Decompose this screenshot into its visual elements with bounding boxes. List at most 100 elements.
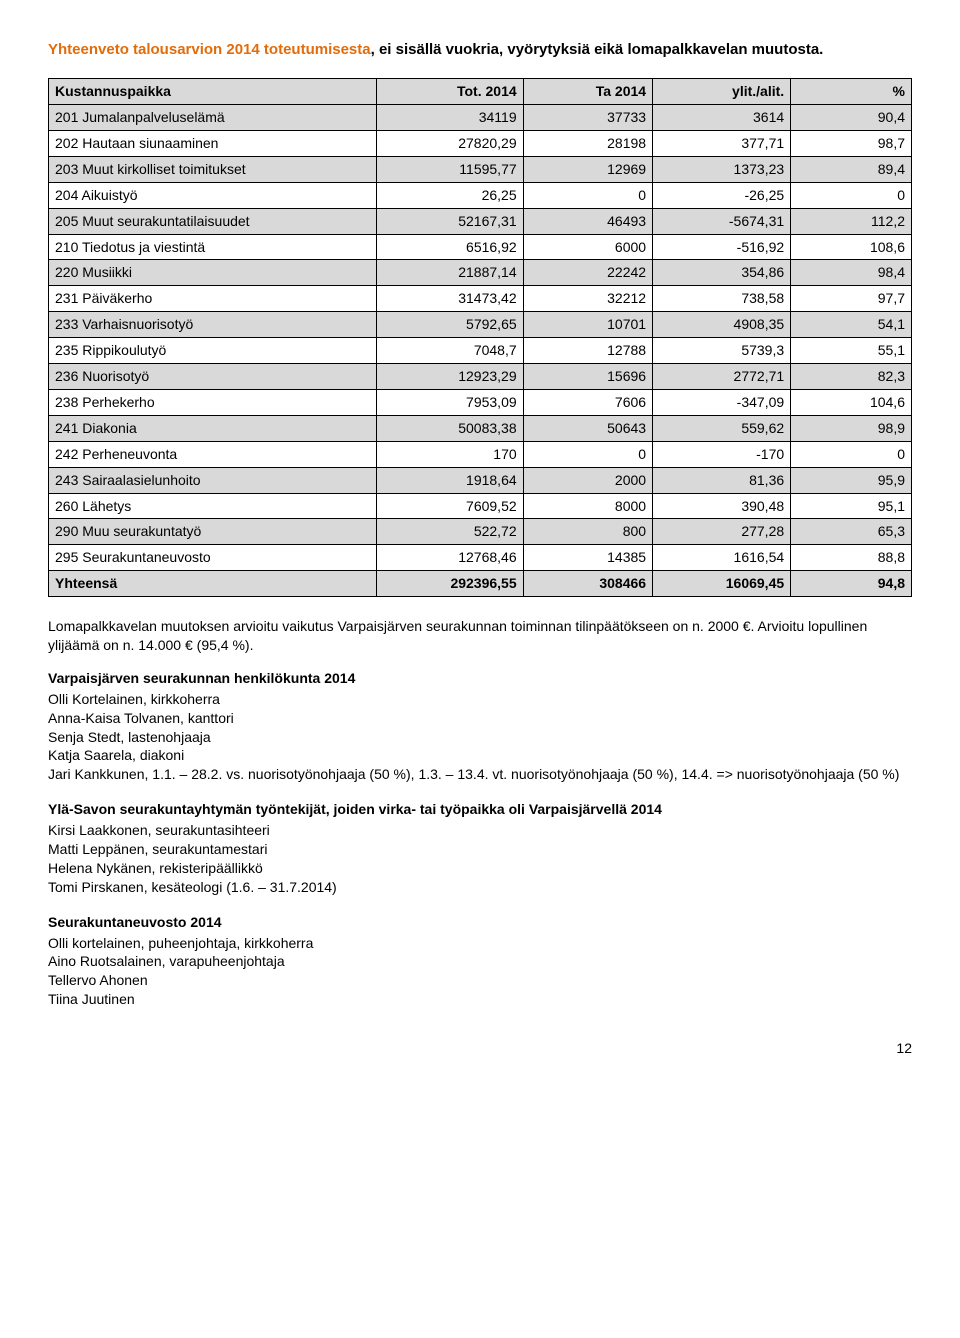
table-row: 233 Varhaisnuorisotyö5792,65107014908,35… bbox=[49, 312, 912, 338]
document-title: Yhteenveto talousarvion 2014 toteutumise… bbox=[48, 40, 912, 60]
table-cell: 277,28 bbox=[653, 519, 791, 545]
table-cell: 390,48 bbox=[653, 493, 791, 519]
table-cell: 55,1 bbox=[791, 338, 912, 364]
table-header-cell: Tot. 2014 bbox=[376, 79, 523, 105]
table-total-row: Yhteensä292396,5530846616069,4594,8 bbox=[49, 571, 912, 597]
staff-block: Varpaisjärven seurakunnan henkilökunta 2… bbox=[48, 669, 912, 784]
table-total-cell: 308466 bbox=[523, 571, 652, 597]
table-row: 241 Diakonia50083,3850643559,6298,9 bbox=[49, 415, 912, 441]
budget-table: KustannuspaikkaTot. 2014Ta 2014ylit./ali… bbox=[48, 78, 912, 597]
table-row: 242 Perheneuvonta1700-1700 bbox=[49, 441, 912, 467]
table-cell: 233 Varhaisnuorisotyö bbox=[49, 312, 377, 338]
table-row: 210 Tiedotus ja viestintä6516,926000-516… bbox=[49, 234, 912, 260]
table-cell: 12788 bbox=[523, 338, 652, 364]
table-total-cell: Yhteensä bbox=[49, 571, 377, 597]
neuvosto-block: Seurakuntaneuvosto 2014 Olli kortelainen… bbox=[48, 913, 912, 1009]
table-cell: 800 bbox=[523, 519, 652, 545]
ylasavo-line: Kirsi Laakkonen, seurakuntasihteeri bbox=[48, 821, 912, 840]
table-cell: 6000 bbox=[523, 234, 652, 260]
table-cell: 220 Musiikki bbox=[49, 260, 377, 286]
table-cell: -26,25 bbox=[653, 182, 791, 208]
table-row: 202 Hautaan siunaaminen27820,2928198377,… bbox=[49, 131, 912, 157]
table-row: 231 Päiväkerho31473,4232212738,5897,7 bbox=[49, 286, 912, 312]
table-row: 260 Lähetys7609,528000390,4895,1 bbox=[49, 493, 912, 519]
staff-line: Senja Stedt, lastenohjaaja bbox=[48, 728, 912, 747]
table-cell: -170 bbox=[653, 441, 791, 467]
table-cell: 95,1 bbox=[791, 493, 912, 519]
table-header-row: KustannuspaikkaTot. 2014Ta 2014ylit./ali… bbox=[49, 79, 912, 105]
table-cell: 6516,92 bbox=[376, 234, 523, 260]
ylasavo-line: Matti Leppänen, seurakuntamestari bbox=[48, 840, 912, 859]
table-cell: 32212 bbox=[523, 286, 652, 312]
table-cell: 14385 bbox=[523, 545, 652, 571]
table-row: 235 Rippikoulutyö7048,7127885739,355,1 bbox=[49, 338, 912, 364]
table-cell: 12923,29 bbox=[376, 364, 523, 390]
table-cell: 108,6 bbox=[791, 234, 912, 260]
table-cell: 10701 bbox=[523, 312, 652, 338]
table-cell: 0 bbox=[523, 441, 652, 467]
table-cell: 22242 bbox=[523, 260, 652, 286]
table-header-cell: % bbox=[791, 79, 912, 105]
neuvosto-line: Tellervo Ahonen bbox=[48, 971, 912, 990]
table-row: 204 Aikuistyö26,250-26,250 bbox=[49, 182, 912, 208]
table-cell: 82,3 bbox=[791, 364, 912, 390]
table-row: 243 Sairaalasielunhoito1918,64200081,369… bbox=[49, 467, 912, 493]
table-cell: 202 Hautaan siunaaminen bbox=[49, 131, 377, 157]
table-cell: 7953,09 bbox=[376, 389, 523, 415]
table-cell: 0 bbox=[791, 441, 912, 467]
table-total-cell: 16069,45 bbox=[653, 571, 791, 597]
table-cell: -347,09 bbox=[653, 389, 791, 415]
table-cell: 98,4 bbox=[791, 260, 912, 286]
table-cell: 54,1 bbox=[791, 312, 912, 338]
table-cell: 522,72 bbox=[376, 519, 523, 545]
table-cell: 738,58 bbox=[653, 286, 791, 312]
table-header-cell: ylit./alit. bbox=[653, 79, 791, 105]
table-row: 290 Muu seurakuntatyö522,72800277,2865,3 bbox=[49, 519, 912, 545]
neuvosto-line: Olli kortelainen, puheenjohtaja, kirkkoh… bbox=[48, 934, 912, 953]
table-cell: 377,71 bbox=[653, 131, 791, 157]
table-row: 203 Muut kirkolliset toimitukset11595,77… bbox=[49, 156, 912, 182]
page-number: 12 bbox=[48, 1039, 912, 1058]
table-cell: 354,86 bbox=[653, 260, 791, 286]
table-cell: 28198 bbox=[523, 131, 652, 157]
table-header-cell: Kustannuspaikka bbox=[49, 79, 377, 105]
table-cell: 46493 bbox=[523, 208, 652, 234]
table-cell: 203 Muut kirkolliset toimitukset bbox=[49, 156, 377, 182]
table-cell: 12969 bbox=[523, 156, 652, 182]
ylasavo-heading: Ylä-Savon seurakuntayhtymän työntekijät,… bbox=[48, 800, 912, 819]
table-cell: 34119 bbox=[376, 105, 523, 131]
ylasavo-line: Tomi Pirskanen, kesäteologi (1.6. – 31.7… bbox=[48, 878, 912, 897]
table-row: 295 Seurakuntaneuvosto12768,46143851616,… bbox=[49, 545, 912, 571]
table-row: 236 Nuorisotyö12923,29156962772,7182,3 bbox=[49, 364, 912, 390]
table-cell: 98,9 bbox=[791, 415, 912, 441]
table-cell: 95,9 bbox=[791, 467, 912, 493]
table-cell: 37733 bbox=[523, 105, 652, 131]
table-cell: 1373,23 bbox=[653, 156, 791, 182]
neuvosto-heading: Seurakuntaneuvosto 2014 bbox=[48, 913, 912, 932]
table-cell: -516,92 bbox=[653, 234, 791, 260]
table-cell: 90,4 bbox=[791, 105, 912, 131]
table-cell: 97,7 bbox=[791, 286, 912, 312]
neuvosto-line: Aino Ruotsalainen, varapuheenjohtaja bbox=[48, 952, 912, 971]
staff-line: Jari Kankkunen, 1.1. – 28.2. vs. nuoriso… bbox=[48, 765, 912, 784]
table-cell: 65,3 bbox=[791, 519, 912, 545]
title-rest: , ei sisällä vuokria, vyörytyksiä eikä l… bbox=[371, 41, 824, 58]
table-cell: 236 Nuorisotyö bbox=[49, 364, 377, 390]
summary-paragraph: Lomapalkkavelan muutoksen arvioitu vaiku… bbox=[48, 617, 912, 655]
table-cell: 27820,29 bbox=[376, 131, 523, 157]
table-cell: 231 Päiväkerho bbox=[49, 286, 377, 312]
table-cell: 3614 bbox=[653, 105, 791, 131]
ylasavo-line: Helena Nykänen, rekisteripäällikkö bbox=[48, 859, 912, 878]
staff-line: Olli Kortelainen, kirkkoherra bbox=[48, 690, 912, 709]
table-cell: 1616,54 bbox=[653, 545, 791, 571]
table-cell: 242 Perheneuvonta bbox=[49, 441, 377, 467]
table-cell: 7606 bbox=[523, 389, 652, 415]
table-cell: 295 Seurakuntaneuvosto bbox=[49, 545, 377, 571]
table-cell: 238 Perhekerho bbox=[49, 389, 377, 415]
table-cell: 50643 bbox=[523, 415, 652, 441]
table-cell: 205 Muut seurakuntatilaisuudet bbox=[49, 208, 377, 234]
table-cell: 1918,64 bbox=[376, 467, 523, 493]
table-row: 201 Jumalanpalveluselämä3411937733361490… bbox=[49, 105, 912, 131]
table-cell: 260 Lähetys bbox=[49, 493, 377, 519]
table-cell: 31473,42 bbox=[376, 286, 523, 312]
